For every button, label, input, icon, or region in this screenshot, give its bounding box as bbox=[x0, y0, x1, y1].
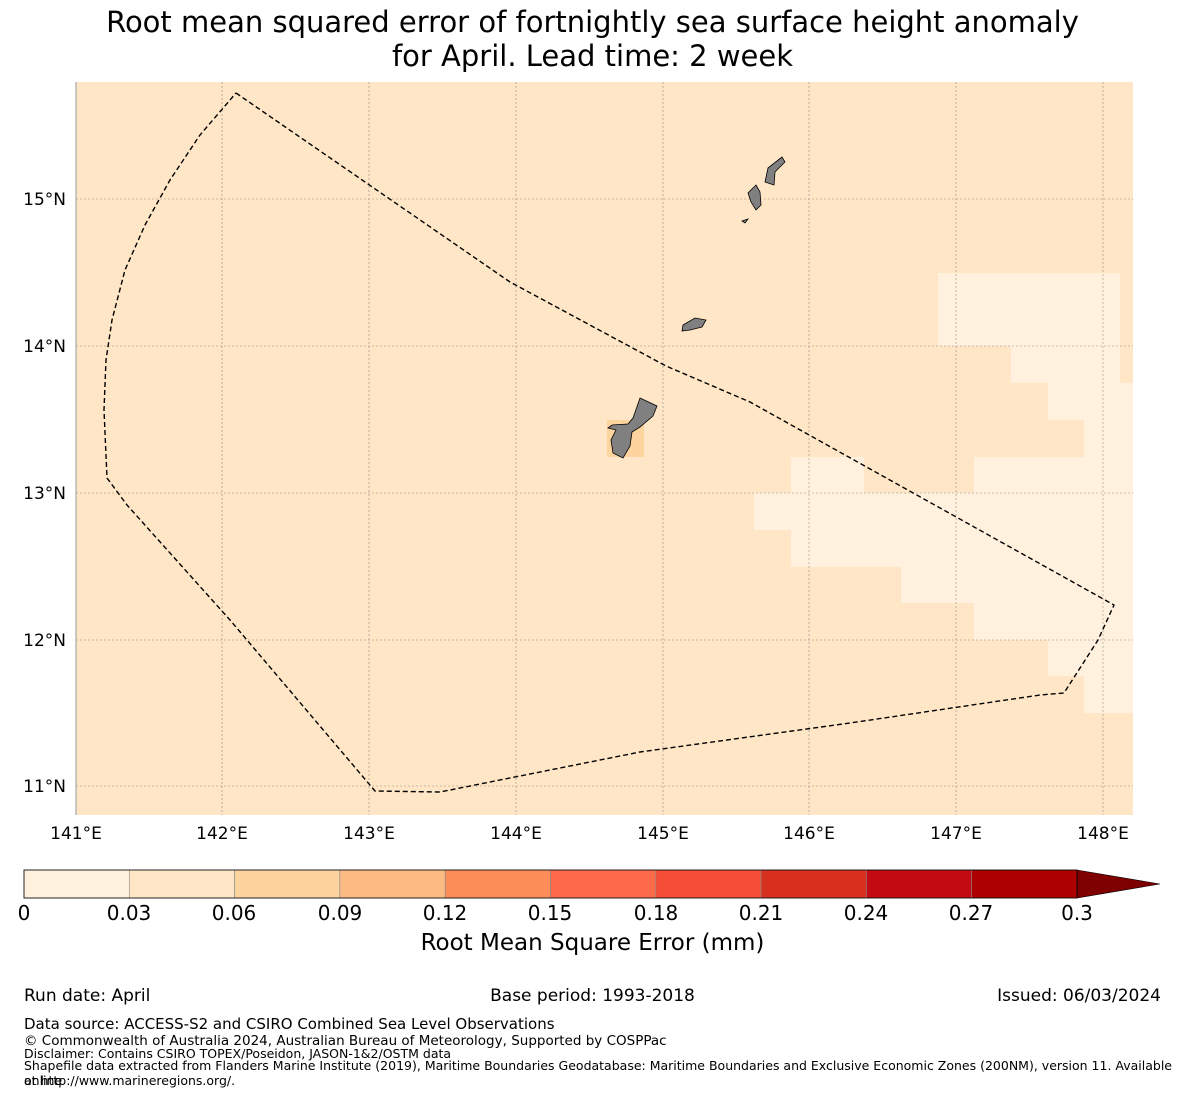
colorbar-tick-label: 0.03 bbox=[106, 901, 152, 925]
data-source: Data source: ACCESS-S2 and CSIRO Combine… bbox=[24, 1015, 555, 1033]
colorbar-tick-label: 0.18 bbox=[633, 901, 679, 925]
map-plot-area[interactable]: 141°E 142°E 143°E 144°E 145°E 146°E 147°… bbox=[23, 82, 1133, 844]
colorbar-tick-label: 0.09 bbox=[317, 901, 363, 925]
colorbar-tick-label: 0.27 bbox=[948, 901, 994, 925]
island-guam bbox=[607, 397, 658, 459]
lon-tick-label: 143°E bbox=[343, 824, 395, 844]
colorbar-frame bbox=[23, 869, 1078, 899]
colorbar-segment bbox=[550, 869, 657, 899]
colorbar-tick-label: 0.15 bbox=[527, 901, 573, 925]
colorbar-tick-label: 0.21 bbox=[738, 901, 784, 925]
eez-boundary bbox=[103, 92, 1115, 793]
colorbar-segment bbox=[339, 869, 446, 899]
colorbar-tick-label: 0 bbox=[17, 901, 31, 925]
colorbar-extend-arrow bbox=[1076, 869, 1161, 899]
islands bbox=[607, 156, 786, 459]
island-rota bbox=[681, 317, 707, 332]
colorbar-title: Root Mean Square Error (mm) bbox=[420, 930, 765, 956]
lon-tick-labels: 141°E 142°E 143°E 144°E 145°E 146°E 147°… bbox=[50, 824, 1129, 844]
colorbar-segment bbox=[444, 869, 551, 899]
lat-tick-label: 11°N bbox=[23, 777, 66, 797]
island-tinian bbox=[747, 184, 762, 211]
colorbar-tick-label: 0.06 bbox=[211, 901, 257, 925]
lon-tick-label: 146°E bbox=[783, 824, 835, 844]
shapefile-credit-line-2: at http://www.marineregions.org/. bbox=[24, 1073, 236, 1088]
lon-tick-label: 142°E bbox=[196, 824, 248, 844]
island-aguijan bbox=[741, 218, 750, 224]
island-saipan bbox=[764, 156, 786, 186]
lat-tick-label: 12°N bbox=[23, 631, 66, 651]
shapefile-credit-line-1: Shapefile data extracted from Flanders M… bbox=[24, 1058, 1172, 1088]
lon-tick-label: 145°E bbox=[637, 824, 689, 844]
lon-tick-label: 148°E bbox=[1077, 824, 1129, 844]
run-date: Run date: April bbox=[24, 986, 151, 1006]
colorbar-segment bbox=[760, 869, 867, 899]
colorbar-segment bbox=[971, 869, 1078, 899]
colorbar-segment bbox=[866, 869, 973, 899]
colorbar-segment bbox=[234, 869, 341, 899]
lat-tick-label: 15°N bbox=[23, 190, 66, 210]
colorbar-segments bbox=[23, 869, 1078, 899]
lat-tick-label: 13°N bbox=[23, 484, 66, 504]
title-line-2: for April. Lead time: 2 week bbox=[391, 39, 794, 73]
grid-lines bbox=[75, 82, 1133, 815]
base-period: Base period: 1993-2018 bbox=[490, 986, 695, 1006]
colorbar-segment bbox=[23, 869, 130, 899]
map-figure: 141°E 142°E 143°E 144°E 145°E 146°E 147°… bbox=[23, 82, 1161, 899]
lower-error-cells bbox=[754, 273, 1133, 713]
colorbar-tick-label: 0.12 bbox=[422, 901, 468, 925]
colorbar-segment bbox=[129, 869, 235, 899]
copyright: © Commonwealth of Australia 2024, Austra… bbox=[24, 1033, 667, 1049]
lon-tick-label: 147°E bbox=[930, 824, 982, 844]
title-line-1: Root mean squared error of fortnightly s… bbox=[106, 5, 1079, 39]
colorbar-tick-label: 0.24 bbox=[843, 901, 889, 925]
colorbar-segment bbox=[655, 869, 762, 899]
issued-date: Issued: 06/03/2024 bbox=[997, 986, 1161, 1006]
disclaimer: Disclaimer: Contains CSIRO TOPEX/Poseido… bbox=[24, 1046, 452, 1061]
lon-tick-label: 141°E bbox=[50, 824, 102, 844]
colorbar bbox=[23, 869, 1161, 899]
lat-tick-labels: 15°N 14°N 13°N 12°N 11°N bbox=[23, 190, 66, 797]
lon-tick-label: 144°E bbox=[490, 824, 542, 844]
colorbar-tick-label: 0.3 bbox=[1061, 901, 1093, 925]
lat-tick-label: 14°N bbox=[23, 337, 66, 357]
map-background bbox=[76, 82, 1133, 815]
